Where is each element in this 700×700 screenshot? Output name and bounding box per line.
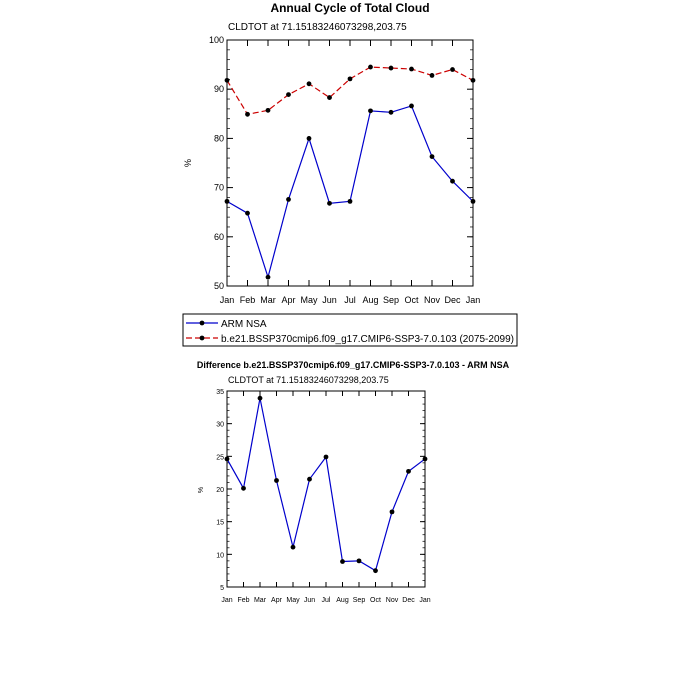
chart1-series-1-point [429, 73, 435, 78]
chart2-series-0-point [356, 558, 362, 564]
diff-chart-title: Difference b.e21.BSSP370cmip6.f09_g17.CM… [197, 360, 510, 370]
chart2-xtick-label: Dec [402, 597, 415, 604]
chart1-series-0-point [450, 178, 455, 184]
chart2-series-0-point [241, 485, 246, 491]
chart1-ytick-label: 80 [214, 133, 224, 143]
annual-cycle-chart: Annual Cycle of Total Cloud CLDTOT at 71… [183, 1, 480, 305]
chart1-series-0-point [470, 198, 476, 204]
chart1-series-1-point [327, 95, 332, 100]
chart1-xtick-label: Jun [322, 295, 337, 305]
chart1-series-0-point [265, 274, 271, 280]
chart2-xtick-label: May [286, 597, 300, 604]
chart1-series-0-point [409, 103, 414, 109]
chart2-series-line-0 [226, 398, 426, 572]
chart2-ytick-label: 10 [216, 552, 224, 559]
chart1-xtick-label: Sep [383, 295, 399, 305]
chart1-series-1-point [409, 66, 414, 72]
chart2-series-0-point [373, 568, 378, 574]
chart-title: Annual Cycle of Total Cloud [270, 1, 429, 15]
chart2-ytick-label: 35 [216, 389, 224, 396]
chart1-xtick-label: Aug [362, 295, 378, 305]
chart2-xtick-label: Jun [304, 597, 315, 604]
chart2-series-0-point [224, 456, 230, 462]
chart2-ytick-label: 25 [216, 454, 224, 461]
chart1-series-0-point [245, 210, 250, 216]
chart1-series-0-point [224, 198, 230, 204]
chart1-series-0-point [306, 136, 312, 141]
chart2-xtick-label: Feb [237, 597, 249, 604]
chart2-xtick-label: Oct [370, 597, 381, 604]
chart2-xtick-label: Mar [254, 597, 267, 604]
chart-subtitle: CLDTOT at 71.15183246073298,203.75 [228, 22, 407, 33]
chart1-series-line-0 [226, 105, 474, 280]
chart1-series-1-point [347, 76, 353, 82]
legend-label-arm: ARM NSA [221, 319, 267, 330]
chart2-ytick-label: 30 [216, 422, 224, 429]
chart2-series-0-point [340, 559, 345, 564]
chart1-ytick-label: 50 [214, 281, 224, 291]
chart2-series-0-point [422, 456, 428, 462]
chart2-xtick-label: Nov [386, 597, 399, 604]
chart2-ytick-label: 15 [216, 520, 224, 527]
chart2-series-0-point [406, 468, 411, 474]
chart1-ytick-label: 70 [214, 183, 224, 193]
chart1-series-1-point [470, 77, 476, 83]
chart1-xtick-label: Jul [344, 295, 356, 305]
y-axis-label: % [183, 159, 193, 167]
chart1-xtick-label: May [300, 295, 318, 305]
diff-chart-subtitle: CLDTOT at 71.15183246073298,203.75 [228, 375, 389, 385]
legend-marker-arm [199, 320, 205, 326]
chart2-xtick-label: Jan [221, 597, 232, 604]
chart1-ytick-label: 90 [214, 84, 224, 94]
difference-chart: Difference b.e21.BSSP370cmip6.f09_g17.CM… [197, 360, 510, 604]
chart1-xtick-label: Apr [281, 295, 295, 305]
chart2-xtick-label: Jul [322, 597, 331, 604]
chart1-series-0-point [286, 197, 291, 202]
chart2-series-0-point [307, 476, 312, 482]
chart1-xtick-label: Feb [240, 295, 256, 305]
chart1-xtick-label: Jan [466, 295, 481, 305]
chart1-series-1-point [286, 92, 291, 98]
chart1-series-1-point [245, 111, 250, 117]
chart1-series-1-point [224, 77, 230, 83]
chart2-ytick-label: 5 [220, 585, 224, 592]
chart1-xtick-label: Mar [260, 295, 276, 305]
chart1-xtick-label: Jan [220, 295, 235, 305]
legend-label-model: b.e21.BSSP370cmip6.f09_g17.CMIP6-SSP3-7.… [221, 334, 514, 345]
diff-plot-frame [226, 390, 426, 588]
chart1-xtick-label: Nov [424, 295, 441, 305]
chart1-series-line-1 [226, 66, 474, 115]
chart1-series-1-point [368, 64, 373, 70]
chart1-series-0-point [368, 108, 373, 114]
chart2-xtick-label: Jan [419, 597, 430, 604]
chart1-ytick-label: 60 [214, 232, 224, 242]
chart2-xtick-label: Apr [271, 597, 283, 604]
chart2-series-0-point [389, 509, 395, 515]
chart2-ytick-label: 20 [216, 487, 224, 494]
legend: ARM NSA b.e21.BSSP370cmip6.f09_g17.CMIP6… [182, 313, 518, 347]
chart2-xtick-label: Aug [336, 597, 349, 604]
chart1-series-1-point [388, 65, 394, 71]
chart1-xtick-label: Dec [444, 295, 461, 305]
chart1-xtick-label: Oct [404, 295, 419, 305]
chart1-series-0-point [429, 154, 435, 160]
chart1-series-1-point [450, 67, 455, 72]
chart2-series-0-point [257, 395, 263, 401]
chart1-series-0-point [388, 109, 394, 115]
chart2-series-0-point [274, 478, 279, 483]
chart1-series-0-point [327, 200, 332, 206]
diff-y-axis-label: % [198, 487, 205, 493]
legend-box [182, 313, 518, 347]
chart1-series-1-point [265, 107, 271, 113]
chart1-series-1-point [306, 81, 312, 87]
legend-marker-model [199, 335, 205, 341]
chart2-series-0-point [290, 544, 296, 550]
chart1-ytick-label: 100 [209, 35, 224, 45]
chart2-xtick-label: Sep [353, 597, 366, 604]
chart1-series-0-point [347, 198, 353, 204]
chart2-series-0-point [323, 454, 329, 460]
